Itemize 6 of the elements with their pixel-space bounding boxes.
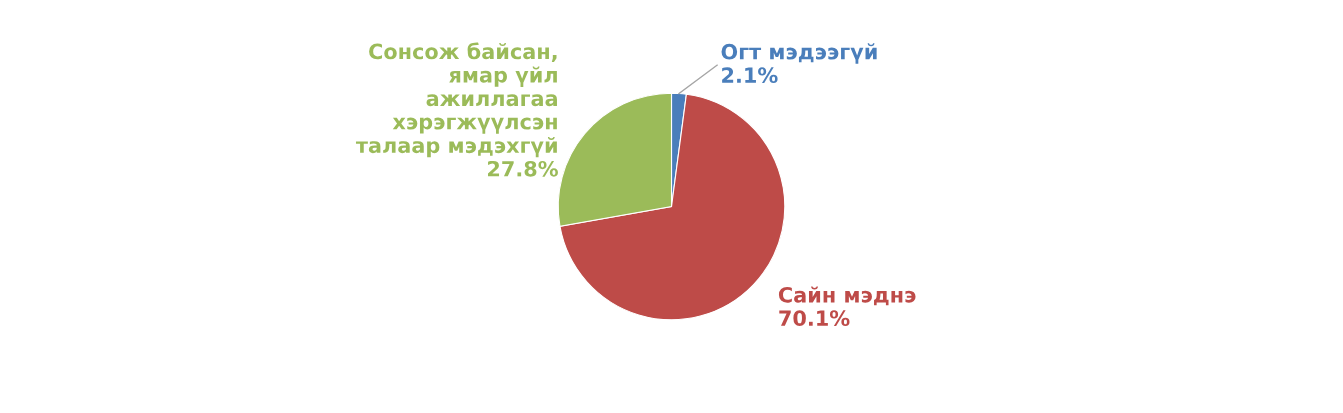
data-label: 2.1% xyxy=(722,67,778,84)
data-label: 70.1% xyxy=(779,310,850,327)
slice-label: Сайн мэднэ xyxy=(778,286,916,306)
slice-label: Сонсож байсан, ямар үйл ажиллагаа хэрэгжүүлсэн талаар мэдэхгүй xyxy=(355,42,557,158)
data-label: 27.8% xyxy=(487,160,558,177)
slice-label: Огт мэдээгүй xyxy=(721,43,877,64)
